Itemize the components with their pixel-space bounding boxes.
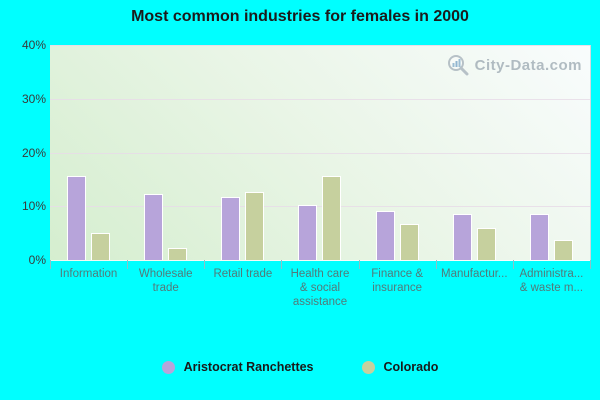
gridline-10% — [50, 206, 590, 208]
watermark-text: City-Data.com — [474, 56, 582, 74]
bar-group — [50, 45, 127, 260]
bar-colorado — [476, 227, 496, 260]
legend-swatch-icon — [361, 360, 375, 374]
bar-aristocrat-ranchettes — [144, 193, 164, 260]
city-data-logo-icon — [447, 55, 469, 76]
legend-item: Aristocrat Ranchettes — [161, 360, 314, 374]
bar-aristocrat-ranchettes — [67, 176, 87, 260]
bar-group — [281, 45, 358, 260]
y-tick-label: 0% — [28, 253, 46, 267]
x-category-label: Wholesale trade — [138, 268, 193, 294]
y-tick-label: 20% — [21, 145, 46, 160]
bar-aristocrat-ranchettes — [452, 213, 472, 260]
x-tick — [358, 260, 360, 269]
legend: Aristocrat Ranchettes Colorado — [0, 360, 600, 374]
x-category-label: Information — [59, 268, 118, 280]
bar-aristocrat-ranchettes — [298, 204, 318, 260]
legend-item: Colorado — [361, 360, 439, 374]
watermark: City-Data.com — [446, 53, 582, 77]
x-category-label: Health care & social assistance — [290, 268, 350, 308]
gridline-40% — [50, 45, 590, 46]
x-tick — [512, 260, 514, 269]
bar-group — [436, 45, 513, 260]
legend-label: Colorado — [383, 360, 439, 374]
gridline-30% — [50, 98, 590, 100]
y-axis: 0% 10% 20% 30% 40% — [0, 38, 46, 267]
x-category-label: Administra... & waste m... — [519, 268, 584, 294]
bar-aristocrat-ranchettes — [221, 197, 241, 260]
bar-colorado — [553, 240, 573, 260]
x-tick — [435, 260, 437, 269]
bar-colorado — [399, 224, 419, 260]
x-category-label: Finance & insurance — [371, 268, 424, 294]
x-tick — [204, 260, 206, 269]
bar-colorado — [245, 192, 265, 260]
legend-label: Aristocrat Ranchettes — [183, 360, 314, 374]
legend-swatch-icon — [161, 360, 175, 374]
bar-group — [513, 45, 590, 260]
bar-aristocrat-ranchettes — [375, 211, 395, 260]
bar-colorado — [91, 233, 111, 260]
gridline-20% — [50, 152, 590, 154]
y-tick-label: 10% — [21, 199, 46, 214]
x-category-label: Manufactur... — [441, 268, 508, 280]
y-tick-label: 40% — [21, 38, 46, 52]
y-tick-label: 30% — [21, 91, 46, 106]
bar-group — [127, 45, 204, 260]
bar-group — [204, 45, 281, 260]
bar-group — [359, 45, 436, 260]
bar-colorado — [168, 247, 188, 260]
chart-title: Most common industries for females in 20… — [131, 8, 469, 25]
bar-colorado — [322, 175, 342, 260]
x-tick — [127, 260, 129, 269]
x-tick — [590, 260, 591, 269]
x-category-label: Retail trade — [213, 268, 273, 280]
x-tick — [281, 260, 283, 269]
bar-aristocrat-ranchettes — [529, 213, 549, 260]
plot-area: City-Data.com — [50, 45, 591, 261]
x-tick — [50, 260, 51, 269]
